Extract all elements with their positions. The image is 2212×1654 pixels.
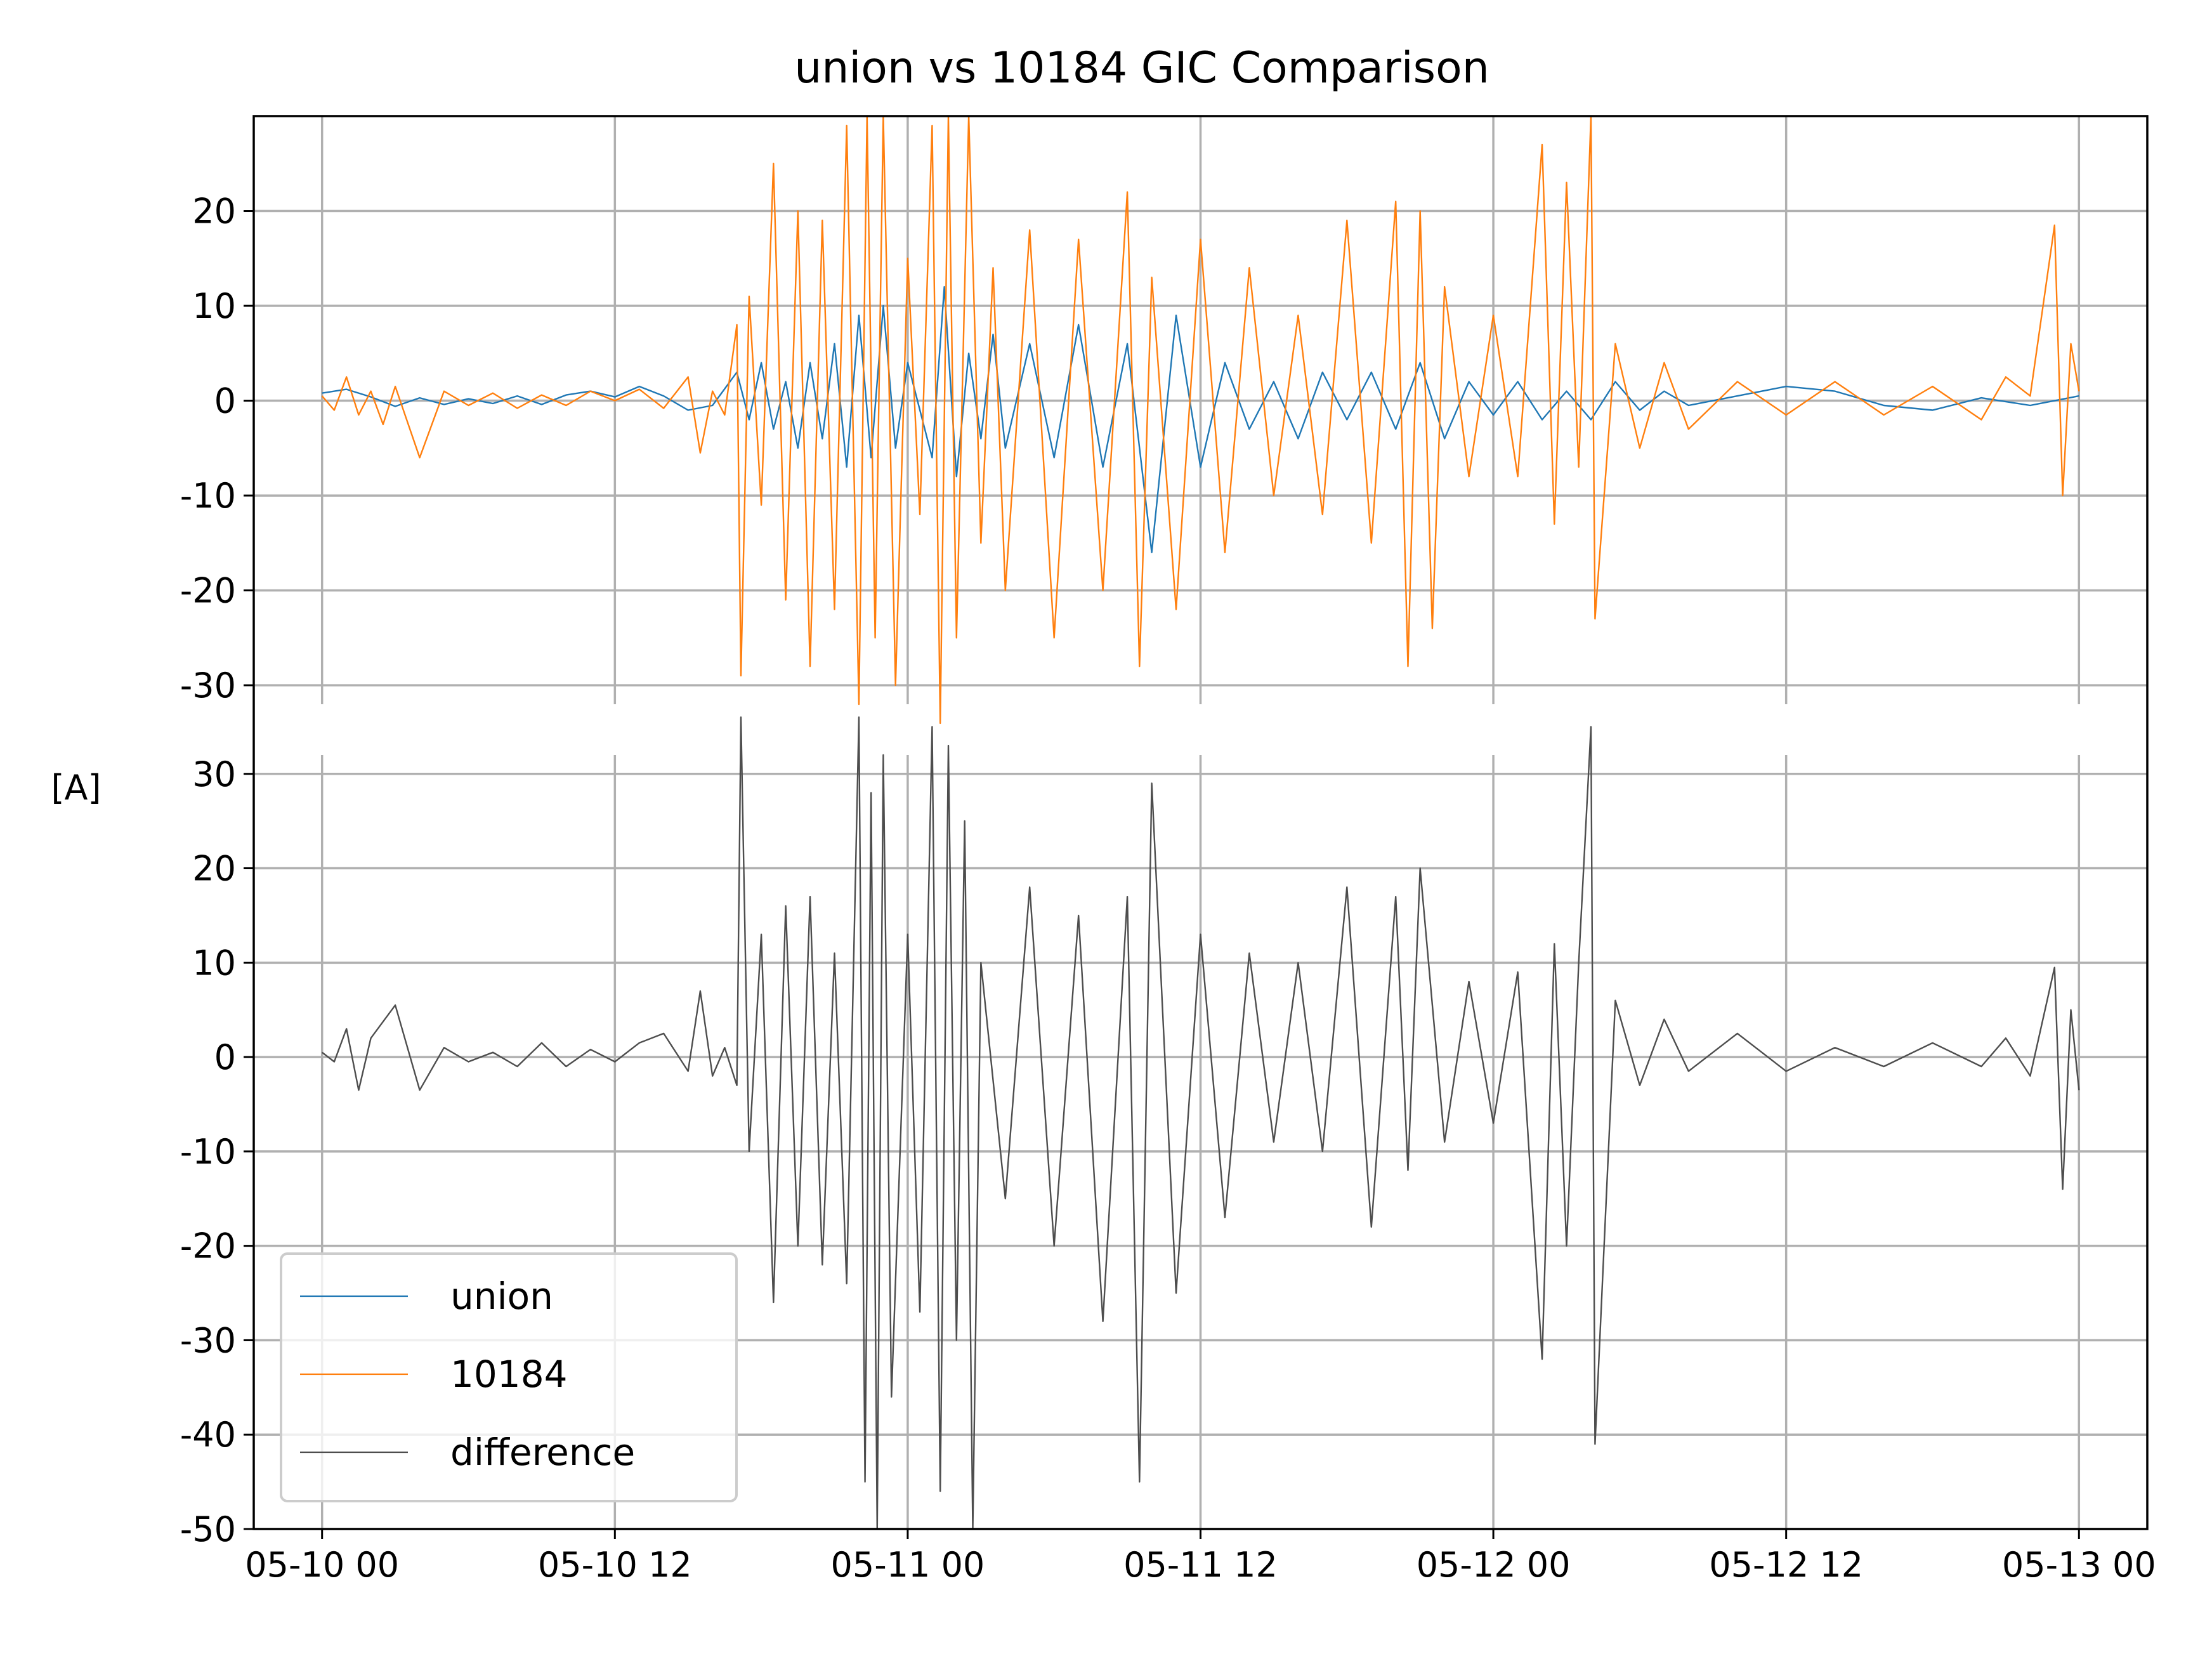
y-axis-label: [A]	[51, 768, 101, 808]
series-line-difference	[321, 716, 2080, 1530]
y-tick-label-top-2: 0	[214, 381, 236, 421]
x-tick-label-0: 05-10 00	[245, 1545, 399, 1585]
y-tick-label-bottom-7: -40	[180, 1415, 236, 1455]
legend-label-difference: difference	[450, 1431, 635, 1474]
y-tick-label-bottom-6: -30	[180, 1320, 236, 1360]
plot-frame	[252, 115, 2149, 1530]
y-tick-label-bottom-8: -50	[180, 1509, 236, 1549]
y-tick-label-top-3: -10	[180, 476, 236, 516]
y-tick-label-top-1: 10	[192, 286, 236, 326]
x-tick-label-5: 05-12 12	[1709, 1545, 1863, 1585]
y-tick-label-bottom-4: -10	[180, 1132, 236, 1172]
x-tick-label-2: 05-11 00	[831, 1545, 985, 1585]
y-tick-label-bottom-5: -20	[180, 1226, 236, 1266]
x-tick-label-6: 05-13 00	[2002, 1545, 2156, 1585]
y-tick-label-bottom-3: 0	[214, 1037, 236, 1077]
legend-label-union: union	[450, 1275, 553, 1318]
series-line-10184	[321, 115, 2080, 725]
axes-layer: 20100-10-20-303020100-10-20-30-40-5005-1…	[180, 115, 2156, 1585]
y-tick-label-bottom-0: 30	[192, 754, 236, 794]
y-tick-label-top-5: -30	[180, 666, 236, 706]
x-tick-label-4: 05-12 00	[1417, 1545, 1571, 1585]
y-tick-label-bottom-1: 20	[192, 849, 236, 889]
y-tick-label-bottom-2: 10	[192, 943, 236, 983]
x-tick-label-1: 05-10 12	[538, 1545, 692, 1585]
y-tick-label-top-0: 20	[192, 192, 236, 232]
legend-label-10184: 10184	[450, 1353, 568, 1396]
chart-title: union vs 10184 GIC Comparison	[794, 43, 1489, 93]
x-tick-label-3: 05-11 12	[1123, 1545, 1278, 1585]
series-line-union	[322, 286, 2079, 553]
series-layer	[321, 115, 2080, 1530]
legend-box	[280, 1252, 738, 1502]
legend: union 10184 difference	[280, 1252, 738, 1502]
y-tick-label-top-4: -20	[180, 571, 236, 611]
